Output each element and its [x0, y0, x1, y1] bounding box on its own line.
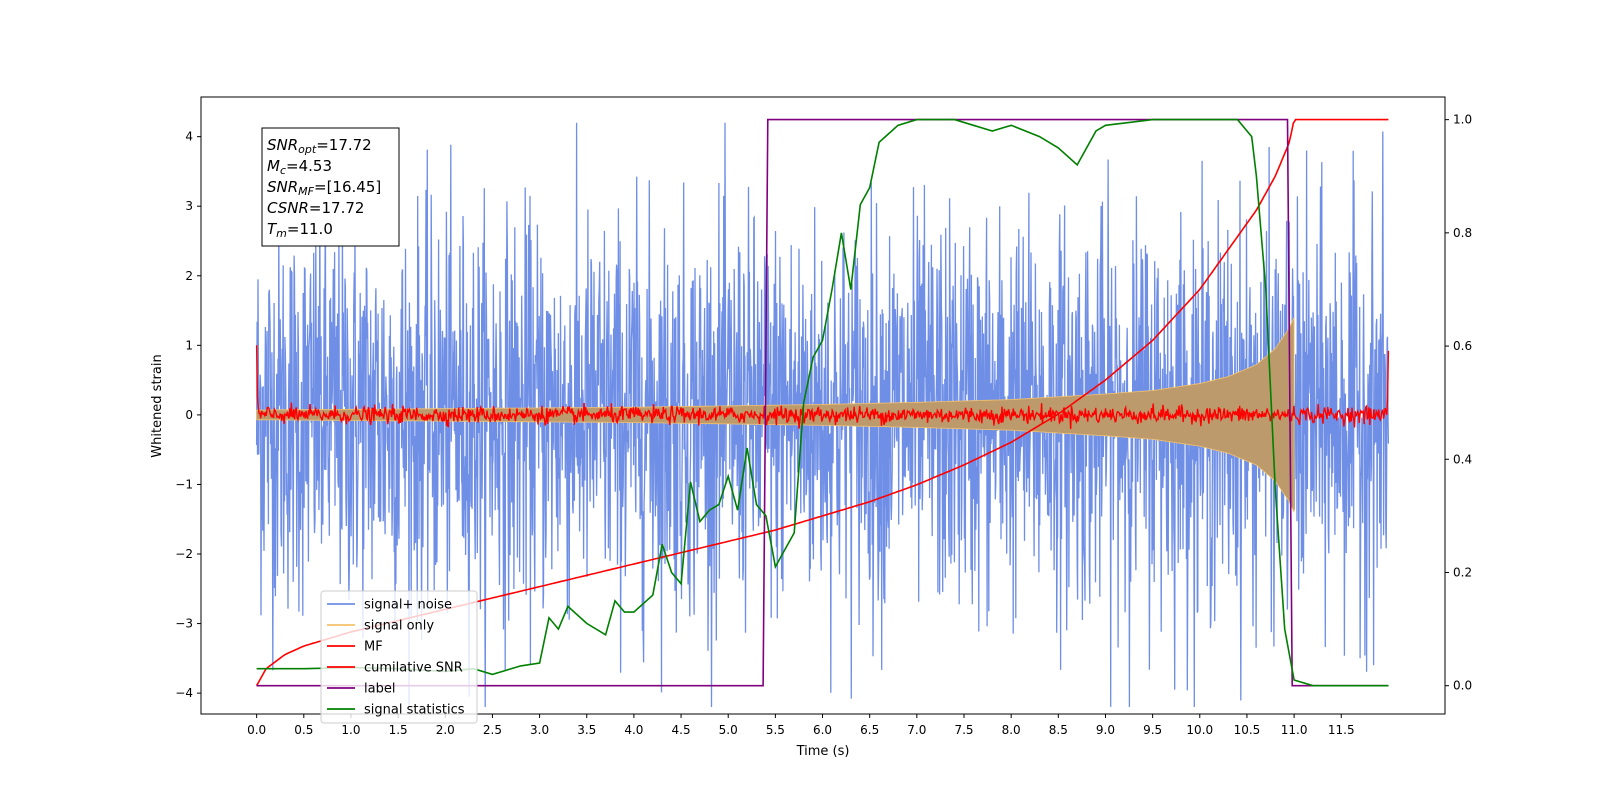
info-subscript: opt [298, 143, 317, 156]
x-tick-label: 10.0 [1186, 723, 1213, 737]
y-tick-label: −1 [175, 477, 193, 491]
y-axis-left: −4 −3 −2 −1 0 1 2 3 4 [175, 130, 201, 700]
x-tick-label: 10.5 [1234, 723, 1261, 737]
x-tick-label: 8.0 [1002, 723, 1021, 737]
y2-tick-label: 1.0 [1453, 113, 1472, 127]
x-tick-label: 9.0 [1096, 723, 1115, 737]
series-signal-statistics-line [256, 118, 1389, 687]
info-box-line: SNRopt=17.72 [267, 136, 372, 156]
x-tick-label: 0.5 [294, 723, 313, 737]
x-tick-label: 6.5 [860, 723, 879, 737]
info-symbol: SNR [267, 136, 298, 154]
y2-tick-label: 0.4 [1453, 452, 1472, 466]
x-tick-label: 5.0 [719, 723, 738, 737]
series-label-line [256, 118, 1389, 687]
y-tick-label: 0 [185, 408, 193, 422]
info-symbol: CSNR [267, 199, 309, 217]
info-value: =17.72 [309, 199, 365, 217]
y-tick-label: 1 [185, 338, 193, 352]
info-box-line: CSNR=17.72 [267, 199, 364, 217]
legend-label: cumilative SNR [364, 661, 463, 676]
y-tick-label: −2 [175, 547, 193, 561]
x-tick-label: 11.5 [1328, 723, 1355, 737]
info-box-line: Tm=11.0 [267, 220, 333, 240]
legend-label: signal+ noise [364, 598, 452, 613]
y-tick-label: 2 [185, 269, 193, 283]
legend-label: signal only [364, 619, 434, 634]
series-mf-line [255, 345, 1390, 430]
info-subscript: m [276, 227, 287, 240]
x-tick-label: 6.0 [813, 723, 832, 737]
x-tick-label: 1.0 [341, 723, 360, 737]
x-tick-label: 4.0 [624, 723, 643, 737]
x-tick-label: 11.0 [1281, 723, 1308, 737]
y2-tick-label: 0.6 [1453, 339, 1472, 353]
info-symbol: T [267, 220, 278, 238]
info-subscript: MF [298, 185, 314, 198]
legend-label: label [364, 682, 395, 697]
info-value: =4.53 [286, 157, 332, 175]
legend-frame [320, 590, 478, 724]
x-tick-label: 3.0 [530, 723, 549, 737]
legend-label: signal statistics [364, 703, 465, 718]
legend: signal+ noise signal only MF cumilative SNR… [320, 590, 478, 724]
info-box: SNRopt=17.72Mc=4.53SNRMF=[16.45]CSNR=17.… [261, 127, 400, 247]
info-value: =11.0 [287, 220, 333, 238]
y-tick-label: 3 [185, 199, 193, 213]
y-tick-label: −4 [175, 686, 193, 700]
x-tick-label: 2.0 [436, 723, 455, 737]
y2-tick-label: 0.8 [1453, 226, 1472, 240]
info-symbol: SNR [267, 178, 298, 196]
info-box-frame [261, 127, 400, 247]
x-tick-label: 2.5 [483, 723, 502, 737]
info-box-line: SNRMF=[16.45] [267, 178, 381, 198]
x-axis: 0.0 0.5 1.0 1.5 2.0 2.5 3.0 3.5 4.0 4.5 5.0 5.5 6.0 6… [247, 714, 1355, 737]
y-axis-label: Whitened strain [150, 354, 165, 457]
x-tick-label: 8.5 [1049, 723, 1068, 737]
x-tick-label: 3.5 [577, 723, 596, 737]
y-axis-right: 0.0 0.2 0.4 0.6 0.8 1.0 [1445, 113, 1472, 693]
info-box-line: Mc=4.53 [267, 157, 332, 177]
y-tick-label: 4 [185, 130, 193, 144]
x-tick-label: 7.5 [954, 723, 973, 737]
x-tick-label: 1.5 [389, 723, 408, 737]
y-tick-label: −3 [175, 617, 193, 631]
legend-label: MF [364, 640, 383, 655]
x-tick-label: 5.5 [766, 723, 785, 737]
x-tick-label: 9.5 [1143, 723, 1162, 737]
info-symbol: M [267, 157, 280, 175]
x-tick-label: 0.0 [247, 723, 266, 737]
x-axis-label: Time (s) [796, 744, 850, 759]
x-tick-label: 7.0 [907, 723, 926, 737]
info-value: =[16.45] [314, 178, 381, 196]
y2-tick-label: 0.0 [1453, 679, 1472, 693]
y2-tick-label: 0.2 [1453, 565, 1472, 579]
info-value: =17.72 [316, 136, 372, 154]
info-subscript: c [280, 164, 286, 177]
x-tick-label: 4.5 [672, 723, 691, 737]
